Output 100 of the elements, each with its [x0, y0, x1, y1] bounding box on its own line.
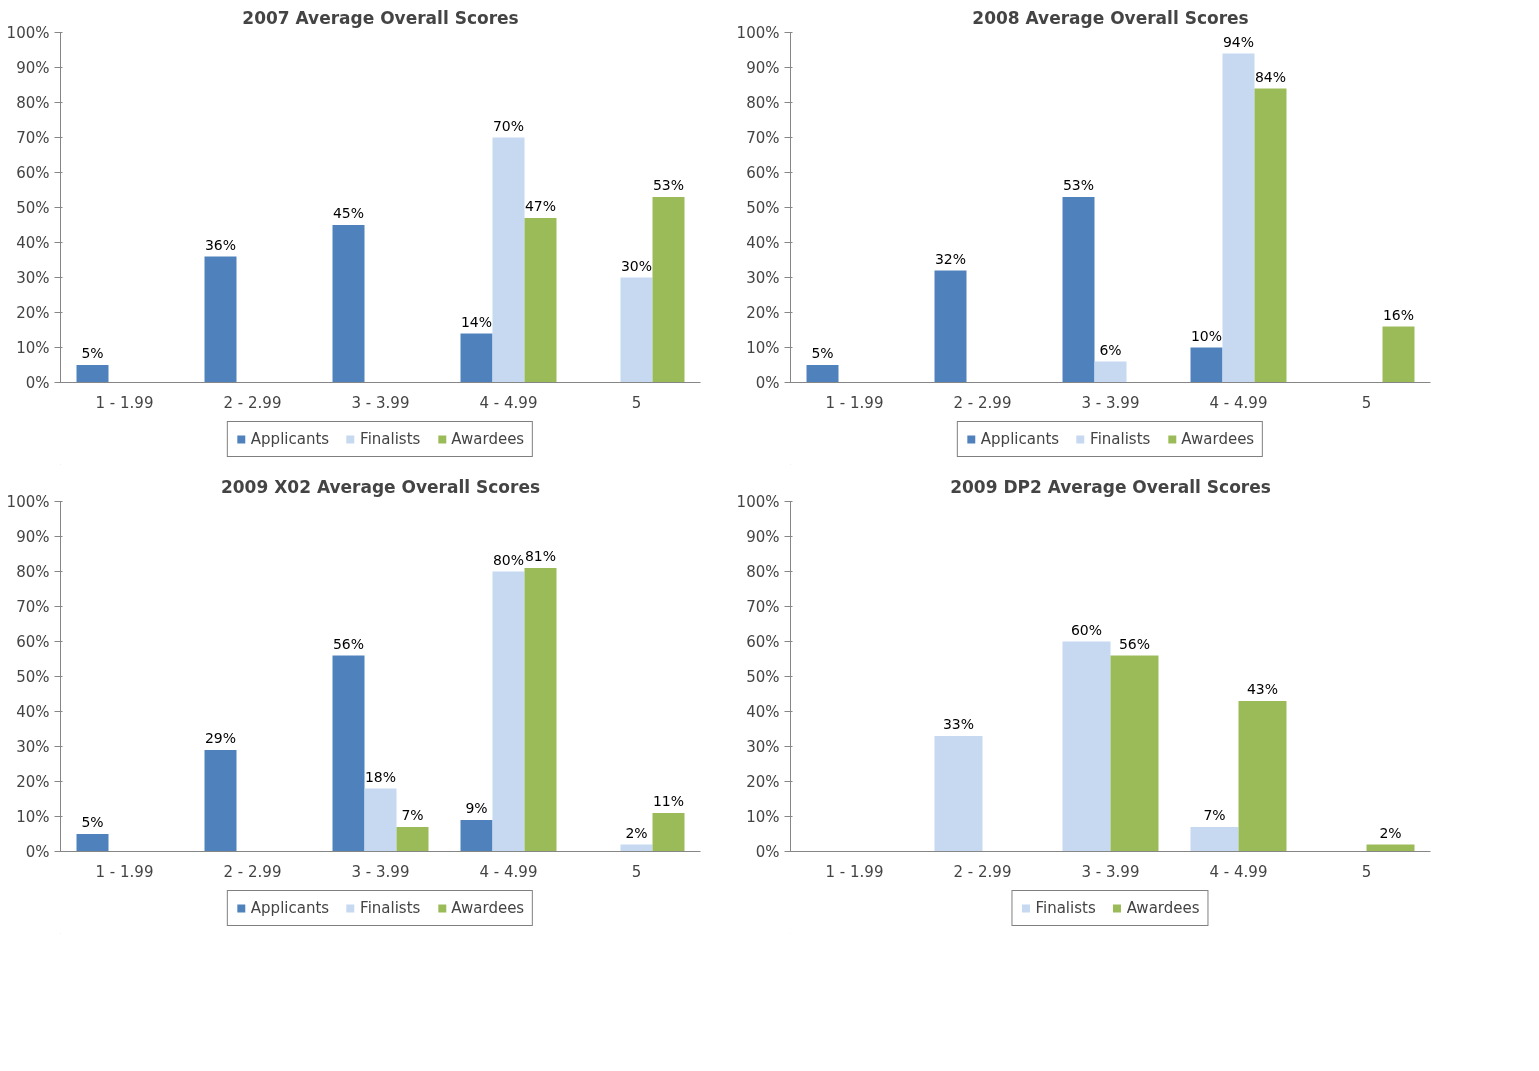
x-tick-label: 5 [631, 862, 642, 881]
data-label: 16% [1382, 306, 1415, 323]
x-tick-label: 3 - 3.99 [1081, 862, 1140, 881]
x-tick-label: 3 - 3.99 [351, 393, 410, 412]
bar [524, 218, 557, 383]
bar [620, 277, 653, 383]
y-tick-label: 70% [746, 128, 780, 147]
x-tick-label: 4 - 4.99 [479, 862, 538, 881]
data-label: 9% [465, 800, 488, 816]
x-tick-label: 3 - 3.99 [1081, 393, 1140, 412]
legend-label: Finalists [1035, 899, 1096, 917]
bar [1254, 88, 1287, 383]
data-label: 53% [652, 177, 685, 193]
y-tick-label: 40% [16, 233, 50, 252]
y-tick-label: 30% [746, 268, 780, 287]
bar [332, 655, 365, 852]
x-tick-label: 4 - 4.99 [1209, 862, 1268, 881]
legend-label: Awardees [1181, 430, 1255, 448]
data-label: 33% [942, 716, 975, 732]
y-tick-label: 60% [746, 632, 780, 651]
bar [1222, 53, 1255, 383]
bar [652, 813, 685, 852]
y-tick-label: 10% [746, 807, 780, 826]
data-label: 70% [492, 117, 525, 134]
y-tick-label: 70% [16, 128, 50, 147]
x-tick-label: 2 - 2.99 [953, 393, 1012, 412]
legend-label: Applicants [250, 899, 330, 917]
bar [76, 834, 109, 852]
x-tick-label: 2 - 2.99 [953, 862, 1012, 881]
bar [204, 256, 237, 383]
x-tick-label: 2 - 2.99 [223, 862, 282, 881]
data-label: 29% [204, 730, 237, 746]
y-tick-label: 50% [746, 667, 780, 686]
data-label: 6% [1099, 341, 1122, 358]
y-tick-label: 20% [16, 772, 50, 791]
y-tick-label: 80% [16, 562, 50, 581]
y-tick-label: 90% [16, 58, 50, 77]
data-label: 53% [1062, 177, 1095, 193]
y-tick-label: 70% [16, 597, 50, 616]
data-label: 56% [1118, 635, 1151, 652]
y-tick-label: 80% [16, 93, 50, 112]
legend-label: Finalists [360, 899, 421, 917]
y-tick-label: 0% [755, 373, 780, 392]
y-tick-label: 40% [746, 233, 780, 252]
x-tick-label: 1 - 1.99 [825, 862, 884, 881]
data-label: 60% [1070, 621, 1103, 638]
data-label: 5% [811, 345, 834, 361]
bar [1094, 361, 1127, 383]
y-tick-label: 0% [25, 842, 50, 861]
y-tick-label: 100% [6, 23, 50, 42]
y-tick-label: 20% [746, 772, 780, 791]
data-label: 5% [81, 814, 104, 830]
bar [1110, 655, 1159, 852]
x-tick-label: 1 - 1.99 [95, 393, 154, 412]
data-label: 80% [492, 551, 525, 568]
bar [934, 736, 983, 852]
data-label: 56% [332, 635, 365, 652]
data-label: 36% [204, 236, 237, 253]
bar [332, 225, 365, 383]
x-tick-label: 4 - 4.99 [1209, 393, 1268, 412]
chart-title: 2009 X02 Average Overall Scores [220, 476, 541, 497]
data-label: 30% [620, 257, 653, 274]
bar [364, 788, 397, 852]
y-tick-label: 100% [736, 492, 780, 511]
data-label: 7% [1203, 807, 1226, 823]
x-tick-label: 3 - 3.99 [351, 862, 410, 881]
bar [76, 365, 109, 383]
y-tick-label: 70% [746, 597, 780, 616]
y-tick-label: 20% [16, 303, 50, 322]
data-label: 7% [401, 807, 424, 823]
data-label: 5% [81, 345, 104, 361]
legend-label: Applicants [980, 430, 1060, 448]
x-tick-label: 4 - 4.99 [479, 393, 538, 412]
bar [806, 365, 839, 383]
legend-label: Applicants [250, 430, 330, 448]
legend-label: Finalists [1090, 430, 1151, 448]
x-tick-label: 5 [631, 393, 642, 412]
x-tick-label: 1 - 1.99 [825, 393, 884, 412]
data-label: 2% [1379, 824, 1402, 841]
y-tick-label: 50% [16, 667, 50, 686]
legend-label: Awardees [451, 899, 525, 917]
data-label: 47% [524, 198, 557, 214]
data-label: 10% [1190, 327, 1223, 344]
bar [460, 333, 493, 383]
data-label: 45% [332, 205, 365, 221]
bar [1238, 701, 1287, 852]
y-tick-label: 30% [746, 737, 780, 756]
legend-label: Finalists [360, 430, 421, 448]
bar [1062, 197, 1095, 383]
y-tick-label: 90% [746, 58, 780, 77]
chart-title: 2009 DP2 Average Overall Scores [950, 476, 1271, 497]
y-tick-label: 10% [16, 807, 50, 826]
chart-title: 2008 Average Overall Scores [972, 7, 1249, 28]
data-label: 14% [460, 313, 493, 330]
y-tick-label: 60% [16, 163, 50, 182]
data-label: 32% [934, 250, 967, 267]
chart-title: 2007 Average Overall Scores [242, 7, 519, 28]
y-tick-label: 10% [16, 338, 50, 357]
y-tick-label: 100% [736, 23, 780, 42]
y-tick-label: 0% [755, 842, 780, 861]
